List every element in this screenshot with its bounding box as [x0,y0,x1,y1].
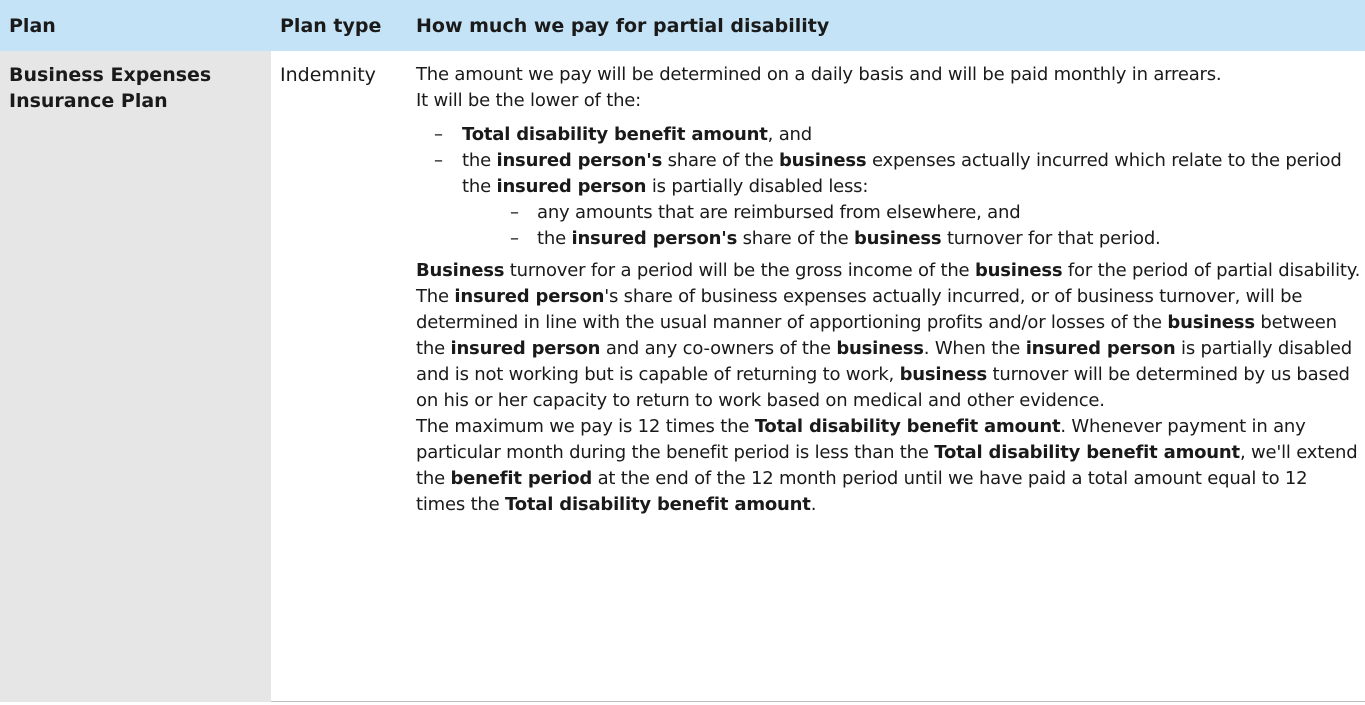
list-item: any amounts that are reimbursed from els… [416,200,1361,226]
plan-name: Business Expenses Insurance Plan [9,64,212,112]
payment-description: The amount we pay will be determined on … [416,62,1361,518]
header-plan-type: Plan type [280,15,382,37]
list-item: Total disability benefit amount, and [416,122,1361,148]
turnover-paragraph: Business turnover for a period will be t… [416,260,1361,281]
list-item: the insured person's share of the busine… [416,226,1361,252]
maximum-paragraph: The maximum we pay is 12 times the Total… [416,416,1358,515]
intro-line-2: It will be the lower of the: [416,90,642,111]
plan-cell [0,51,271,702]
table-header-row: Plan Plan type How much we pay for parti… [0,0,1365,51]
header-plan: Plan [9,15,56,37]
less-list: any amounts that are reimbursed from els… [416,200,1361,252]
list-item: the insured person's share of the busine… [416,148,1361,200]
header-partial-disability-payment: How much we pay for partial disability [416,15,830,37]
intro-line-1: The amount we pay will be determined on … [416,64,1222,85]
plan-type: Indemnity [280,64,376,86]
table-bottom-border [271,701,1365,702]
lower-of-list: Total disability benefit amount, and the… [416,122,1361,200]
share-paragraph: The insured person's share of business e… [416,286,1353,411]
